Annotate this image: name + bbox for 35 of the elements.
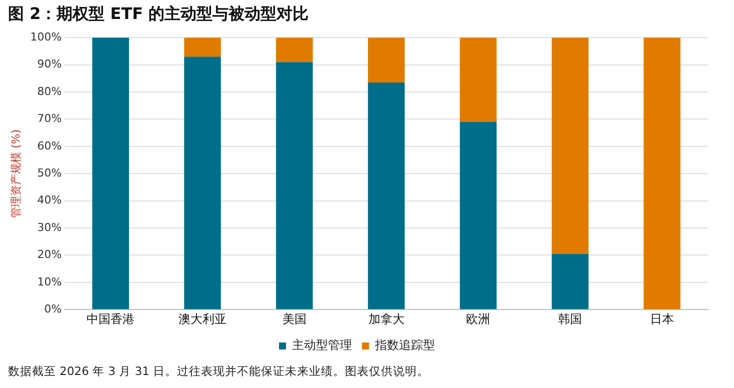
y-tick-label: 20%: [37, 248, 62, 262]
bar: [92, 38, 129, 310]
y-tick-label: 60%: [37, 139, 62, 152]
y-tick-label: 50%: [37, 166, 62, 180]
legend-label: 指数追踪型: [374, 338, 435, 352]
x-tick-label: 澳大利亚: [178, 312, 227, 326]
bar: [552, 254, 589, 310]
chart-title: 图 2：期权型 ETF 的主动型与被动型对比: [8, 4, 309, 25]
y-tick-label: 80%: [37, 84, 62, 98]
bar: [460, 38, 497, 122]
y-tick-label: 90%: [37, 58, 62, 71]
bar: [276, 38, 313, 62]
y-tick-label: 70%: [37, 112, 62, 126]
bar: [184, 38, 221, 57]
y-tick-label: 30%: [37, 220, 62, 234]
text: 数据截至 2026 年 3 月 31 日。过往表现并不能保证未来业绩。图表仅供说明。: [8, 364, 430, 379]
bar: [644, 38, 680, 310]
x-tick-label: 美国: [282, 312, 306, 326]
bar: [184, 56, 221, 310]
bar: [460, 122, 497, 310]
bar: [368, 38, 405, 82]
bar: [552, 38, 589, 254]
x-tick-label: 中国香港: [86, 312, 135, 326]
y-tick-label: 0%: [44, 302, 62, 316]
y-axis-title: 管理资产规模 (%): [9, 129, 22, 218]
y-tick-label: 10%: [37, 275, 62, 288]
x-tick-label: 日本: [650, 312, 674, 326]
y-tick-label: 40%: [37, 194, 62, 207]
x-tick-label: 欧洲: [466, 312, 490, 326]
bar: [276, 62, 313, 310]
x-tick-label: 韩国: [558, 312, 582, 326]
legend-label: 主动型管理: [292, 338, 352, 352]
bar: [368, 82, 405, 310]
y-tick-label: 100%: [30, 30, 62, 44]
x-tick-label: 加拿大: [368, 312, 404, 326]
